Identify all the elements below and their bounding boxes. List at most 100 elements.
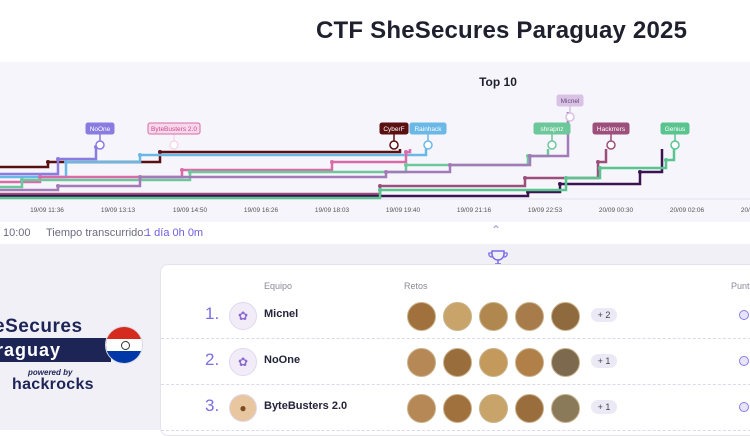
challenge-badge-icon xyxy=(551,394,580,423)
rank-number: 3. xyxy=(205,396,220,415)
more-challenges-badge[interactable]: + 1 xyxy=(591,400,617,414)
x-tick-label: 20/09 03:43 xyxy=(741,207,750,214)
timeline-chart-svg: Top 10 19/09 11:36 19/09 13:13 19/09 14:50 1… xyxy=(0,75,750,214)
series-point xyxy=(330,160,334,164)
challenge-badge-icon xyxy=(443,302,472,331)
flag-pin-head xyxy=(389,140,399,150)
series-point xyxy=(138,153,142,157)
series-flag-label: CyberF xyxy=(383,126,404,133)
series-flag xyxy=(379,122,409,135)
paraguay-flag-icon xyxy=(105,326,143,364)
series-point xyxy=(378,184,382,188)
elapsed-label: Tiempo transcurrido: xyxy=(46,227,147,239)
flag-pin-head xyxy=(565,112,575,122)
start-time: 10:00 xyxy=(3,227,31,239)
logo-line1: eSecures xyxy=(0,316,83,337)
series-point xyxy=(158,150,162,154)
series-point xyxy=(64,160,68,164)
x-tick-label: 19/09 19:40 xyxy=(386,207,421,214)
rank-number: 1. xyxy=(205,304,220,323)
series-flag-label: Rainhack xyxy=(414,126,442,133)
series-flag-label: Micnel xyxy=(561,98,580,105)
challenge-badge-icon xyxy=(407,302,436,331)
series-point xyxy=(404,163,408,167)
more-challenges-badge[interactable]: + 1 xyxy=(591,354,617,368)
points-indicator-icon xyxy=(739,310,749,320)
series-point xyxy=(564,176,568,180)
series-point xyxy=(664,158,668,162)
challenge-badge-icon xyxy=(443,348,472,377)
challenge-badge-icon xyxy=(515,394,544,423)
series-point xyxy=(598,166,602,170)
logo-powered-by: powered by xyxy=(28,368,73,377)
series-flag xyxy=(147,122,201,135)
series-point xyxy=(558,182,562,186)
flag-pin-head xyxy=(423,140,433,150)
series-flag-label: Hackrrers xyxy=(597,126,626,133)
series-point xyxy=(596,160,600,164)
series-point xyxy=(20,178,24,182)
x-tick-label: 19/09 22:53 xyxy=(528,207,563,214)
rank-number: 2. xyxy=(205,350,220,369)
logo-brand: hackrocks xyxy=(12,376,94,393)
x-tick-label: 20/09 02:06 xyxy=(670,207,705,214)
table-row[interactable]: 2. ✿ NoOne + 1 xyxy=(161,338,750,385)
x-tick-label: 19/09 21:16 xyxy=(457,207,492,214)
challenge-badge-icon xyxy=(443,394,472,423)
ranking-section: eSecures raguay powered by hackrocks Equ… xyxy=(0,244,750,436)
series-point xyxy=(528,154,532,158)
team-avatar: ✿ xyxy=(229,302,257,330)
series-point xyxy=(384,170,388,174)
series-flag-label: NoOne xyxy=(90,126,111,133)
series-point xyxy=(523,176,527,180)
series-flag xyxy=(409,122,447,135)
ranking-table: Equipo Retos Punt 1. ✿ Micnel + 2 2. ✿ N… xyxy=(160,264,750,436)
points-indicator-icon xyxy=(739,402,749,412)
challenge-badge-icon xyxy=(515,348,544,377)
challenge-badge-icon xyxy=(479,302,508,331)
series-flag-label: shrapnz xyxy=(540,126,563,133)
flag-pin-head xyxy=(670,140,680,150)
header: CTF SheSecures Paraguay 2025 xyxy=(0,0,750,62)
series-flag xyxy=(592,122,630,135)
series-point xyxy=(188,170,192,174)
more-challenges-badge[interactable]: + 2 xyxy=(591,308,617,322)
points-indicator-icon xyxy=(739,356,749,366)
x-tick-label: 19/09 14:50 xyxy=(173,207,208,214)
series-flag-label: ByteBusters 2.0 xyxy=(151,126,197,133)
chevron-up-icon[interactable]: ⌃ xyxy=(491,223,502,237)
column-header-points: Punt xyxy=(731,281,750,291)
series-line xyxy=(0,149,402,169)
x-tick-label: 19/09 13:13 xyxy=(101,207,136,214)
series-point xyxy=(46,160,50,164)
x-tick-label: 19/09 11:36 xyxy=(30,207,64,214)
team-name[interactable]: ByteBusters 2.0 xyxy=(264,400,348,412)
table-row[interactable]: 3. ● ByteBusters 2.0 + 1 xyxy=(161,384,750,431)
shesecures-logo: eSecures raguay powered by hackrocks xyxy=(0,316,150,406)
challenge-badge-icon xyxy=(407,348,436,377)
elapsed-value: 1 día 0h 0m xyxy=(145,227,204,239)
table-row[interactable]: 1. ✿ Micnel + 2 xyxy=(161,292,750,339)
series-flag xyxy=(85,122,115,135)
x-tick-label: 19/09 16:26 xyxy=(244,207,279,214)
column-header-team: Equipo xyxy=(264,281,293,291)
column-header-challenges: Retos xyxy=(404,281,428,291)
team-name[interactable]: Micnel xyxy=(264,308,299,320)
challenge-badge-icon xyxy=(479,394,508,423)
team-name[interactable]: NoOne xyxy=(264,354,301,366)
x-tick-label: 19/09 18:03 xyxy=(315,207,350,214)
series-line xyxy=(0,149,676,200)
page-title: CTF SheSecures Paraguay 2025 xyxy=(316,17,688,44)
series-point xyxy=(378,188,382,192)
challenge-badge-icon xyxy=(551,302,580,331)
flag-pin-head xyxy=(95,140,105,150)
challenge-badge-icon xyxy=(407,394,436,423)
series-point xyxy=(56,184,60,188)
flag-pin-head xyxy=(169,140,179,150)
series-point xyxy=(448,163,452,167)
chart-title: Top 10 xyxy=(479,75,517,89)
series-point xyxy=(180,168,184,172)
series-flag xyxy=(556,94,584,107)
team-avatar: ✿ xyxy=(229,348,257,376)
series-flag xyxy=(660,122,690,135)
